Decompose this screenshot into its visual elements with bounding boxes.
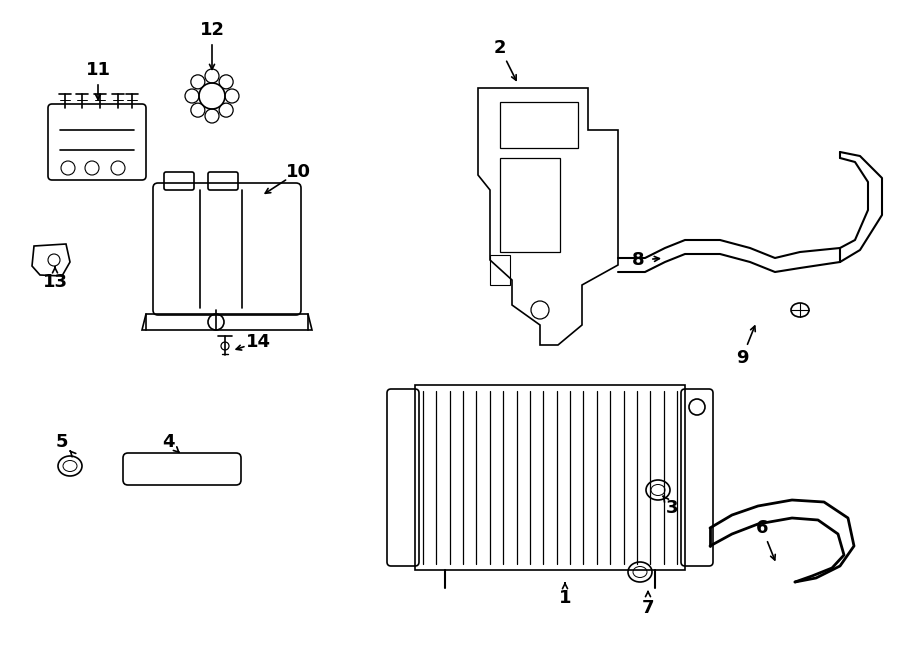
Text: 5: 5 xyxy=(56,433,68,451)
Text: 7: 7 xyxy=(642,599,654,617)
Text: 1: 1 xyxy=(559,589,572,607)
Text: 2: 2 xyxy=(494,39,506,57)
Text: 11: 11 xyxy=(86,61,111,79)
Text: 12: 12 xyxy=(200,21,224,39)
Text: 3: 3 xyxy=(666,499,679,517)
Text: 6: 6 xyxy=(756,519,769,537)
Text: 8: 8 xyxy=(632,251,644,269)
Text: 14: 14 xyxy=(246,333,271,351)
Text: 10: 10 xyxy=(285,163,310,181)
Bar xyxy=(415,385,685,570)
Text: 9: 9 xyxy=(736,349,748,367)
Text: 4: 4 xyxy=(162,433,175,451)
Text: 13: 13 xyxy=(42,273,68,291)
